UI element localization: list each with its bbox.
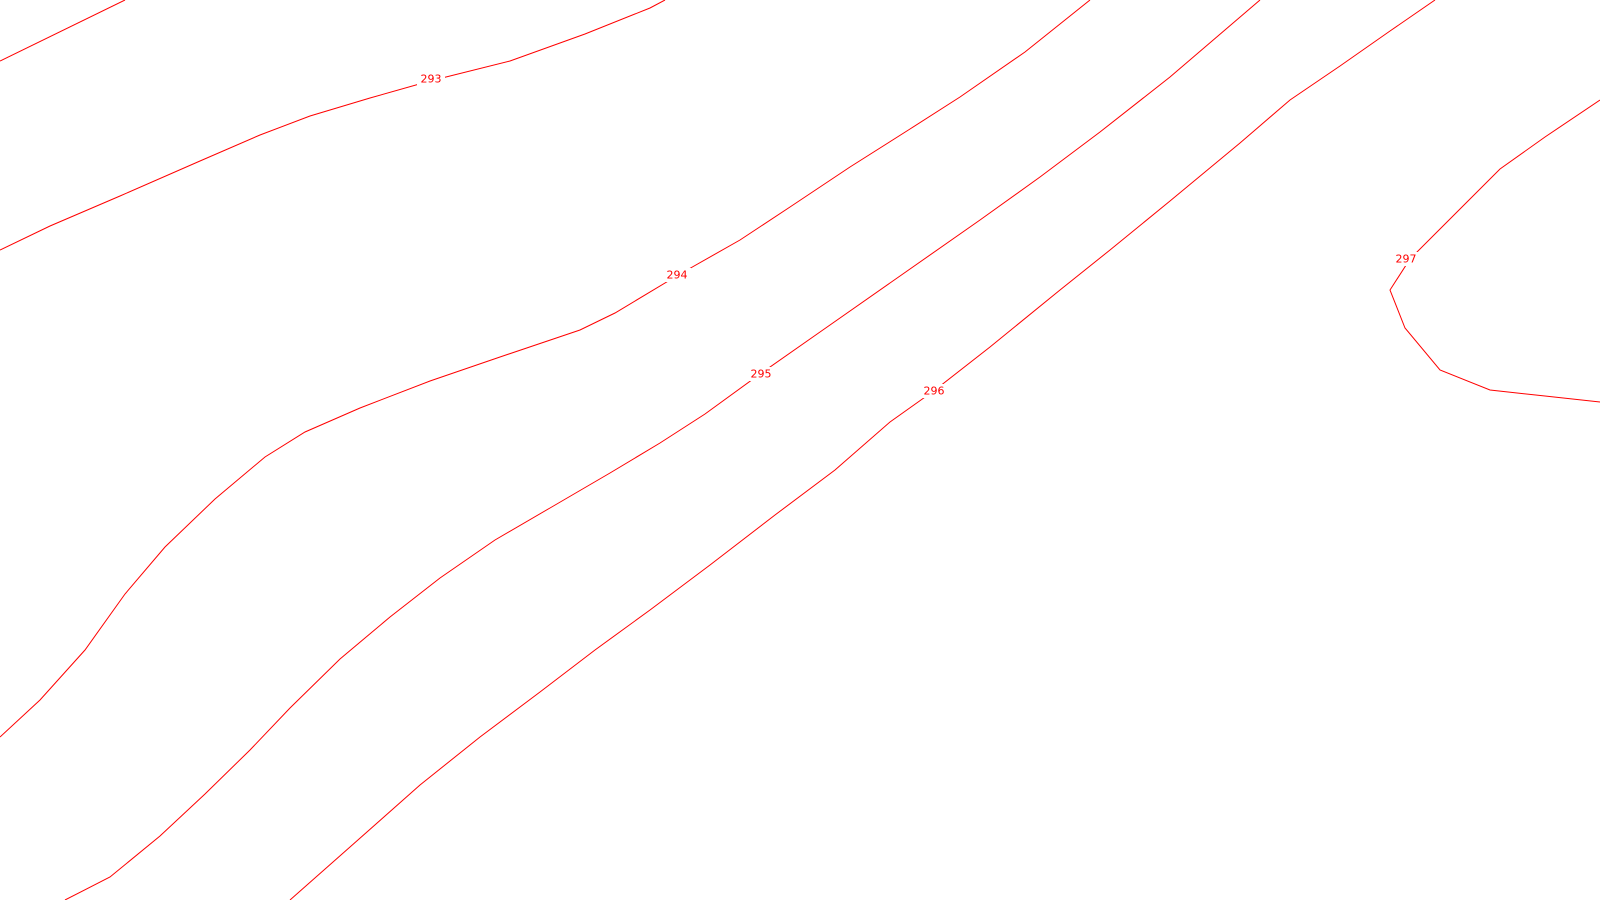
contour-path [0,0,126,62]
contour-label-294: 294 [667,269,688,282]
contour-path [0,0,1091,738]
contour-path [1389,99,1600,403]
contour-label-297: 297 [1396,253,1417,266]
contour-label-296: 296 [924,385,945,398]
contour-line-294: 294 [0,0,1091,738]
contour-line-296: 296 [289,0,1436,900]
contour-line-293: 293 [0,0,666,251]
contour-label-293: 293 [421,73,442,86]
contour-path [289,0,1436,900]
contour-path [0,0,666,251]
contour-path [64,0,1261,900]
contour-line-297: 297 [1389,99,1600,403]
contour-line-295: 295 [64,0,1261,900]
contour-line-upper [0,0,126,62]
contour-label-295: 295 [751,368,772,381]
